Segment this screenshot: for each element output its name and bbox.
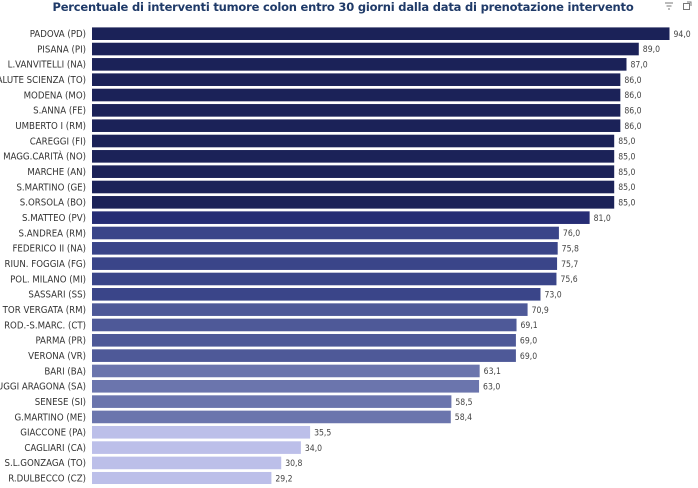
value-label: 75,8 xyxy=(562,245,579,255)
category-label: VERONA (VR) xyxy=(28,351,86,362)
value-label: 81,0 xyxy=(594,214,611,224)
bar[interactable] xyxy=(92,318,517,332)
value-label: 34,0 xyxy=(305,444,322,454)
visual-header-toolbar xyxy=(664,0,692,12)
category-label: MARCHE (AN) xyxy=(27,167,86,178)
value-label: 73,0 xyxy=(544,291,561,301)
value-label: 75,7 xyxy=(561,260,578,270)
value-label: 58,5 xyxy=(455,398,472,408)
bar[interactable] xyxy=(92,379,480,393)
value-label: 63,1 xyxy=(484,367,501,377)
value-label: 86,0 xyxy=(624,122,641,132)
value-label: 35,5 xyxy=(314,428,331,438)
bar[interactable] xyxy=(92,150,615,163)
bar[interactable] xyxy=(92,119,621,132)
value-label: 69,0 xyxy=(520,352,537,362)
value-label: 85,0 xyxy=(618,183,635,193)
value-label: 30,8 xyxy=(285,459,302,469)
bar[interactable] xyxy=(92,410,451,424)
filter-icon[interactable] xyxy=(664,1,674,11)
bar[interactable] xyxy=(92,425,311,439)
value-label: 69,0 xyxy=(520,337,537,347)
bar[interactable] xyxy=(92,456,282,470)
bar[interactable] xyxy=(92,73,621,86)
bar[interactable] xyxy=(92,165,615,178)
bar[interactable] xyxy=(92,349,516,362)
bar[interactable] xyxy=(92,257,558,270)
value-label: 29,2 xyxy=(275,474,292,484)
category-label: PADOVA (PD) xyxy=(30,29,86,40)
bar[interactable] xyxy=(92,441,301,454)
category-label: RIUN. FOGGIA (FG) xyxy=(4,259,86,270)
value-label: 86,0 xyxy=(624,107,641,117)
bar[interactable] xyxy=(92,88,621,102)
category-label: RUGGI ARAGONA (SA) xyxy=(0,382,86,393)
category-label: POL. MILANO (MI) xyxy=(10,274,86,285)
category-label: GIACCONE (PA) xyxy=(20,428,86,439)
value-label: 63,0 xyxy=(483,382,500,392)
bar-chart-svg: PADOVA (PD) 94,0 PISANA (PI) 89,0 L.VANVITEL… xyxy=(0,27,691,485)
category-label: SENESE (SI) xyxy=(35,397,86,408)
category-label: SALUTE SCIENZA (TO) xyxy=(0,75,86,86)
category-label: L.VANVITELLI (NA) xyxy=(8,60,86,71)
category-label: R.DULBECCO (CZ) xyxy=(8,474,86,484)
chart-title: Percentuale di interventi tumore colon e… xyxy=(52,0,634,14)
bar[interactable] xyxy=(92,226,559,240)
bar[interactable] xyxy=(92,42,639,56)
bar[interactable] xyxy=(92,134,615,148)
bar[interactable] xyxy=(92,471,272,485)
bar[interactable] xyxy=(92,334,516,347)
category-label: S.MARTINO (GE) xyxy=(16,182,86,193)
category-label: G.MARTINO (ME) xyxy=(14,412,86,423)
category-label: S.ANDREA (RM) xyxy=(19,228,87,239)
bar[interactable] xyxy=(92,272,557,286)
focus-mode-icon[interactable] xyxy=(682,1,692,11)
category-label: FEDERICO II (NA) xyxy=(12,244,86,255)
bar[interactable] xyxy=(92,196,615,209)
bar[interactable] xyxy=(92,180,615,194)
value-label: 69,1 xyxy=(521,321,538,331)
bar[interactable] xyxy=(92,242,558,255)
value-label: 58,4 xyxy=(455,413,472,423)
category-label: S.L.GONZAGA (TO) xyxy=(5,458,86,469)
bar-chart: PADOVA (PD) 94,0 PISANA (PI) 89,0 L.VANVITEL… xyxy=(0,26,698,485)
bar[interactable] xyxy=(92,27,670,40)
bar[interactable] xyxy=(92,395,452,408)
value-label: 70,9 xyxy=(532,306,549,316)
category-label: S.ORSOLA (BO) xyxy=(20,198,86,209)
category-label: UMBERTO I (RM) xyxy=(15,121,86,132)
value-label: 85,0 xyxy=(618,199,635,209)
category-label: ROD.-S.MARC. (CT) xyxy=(4,320,86,331)
value-label: 85,0 xyxy=(618,137,635,147)
category-label: S.MATTEO (PV) xyxy=(22,213,86,224)
category-label: MODENA (MO) xyxy=(24,90,86,101)
value-label: 76,0 xyxy=(563,229,580,239)
value-label: 85,0 xyxy=(618,168,635,178)
category-label: CAGLIARI (CA) xyxy=(24,443,86,454)
category-label: TOR VERGATA (RM) xyxy=(2,305,86,316)
category-label: PISANA (PI) xyxy=(37,44,86,55)
value-label: 94,0 xyxy=(674,30,691,40)
bar[interactable] xyxy=(92,288,541,301)
value-label: 75,6 xyxy=(560,275,577,285)
category-label: S.ANNA (FE) xyxy=(33,106,86,117)
category-label: PARMA (PR) xyxy=(35,336,86,347)
bar[interactable] xyxy=(92,58,627,71)
value-label: 89,0 xyxy=(643,45,660,55)
category-label: CAREGGI (FI) xyxy=(30,136,86,147)
value-label: 86,0 xyxy=(624,91,641,101)
bar[interactable] xyxy=(92,364,480,378)
bar[interactable] xyxy=(92,104,621,117)
category-label: BARI (BA) xyxy=(44,366,86,377)
category-label: SASSARI (SS) xyxy=(28,290,86,301)
value-label: 86,0 xyxy=(624,76,641,86)
bar[interactable] xyxy=(92,211,590,224)
value-label: 85,0 xyxy=(618,153,635,163)
bar[interactable] xyxy=(92,303,528,316)
category-label: MAGG.CARITÀ (NO) xyxy=(3,150,86,163)
value-label: 87,0 xyxy=(630,61,647,71)
